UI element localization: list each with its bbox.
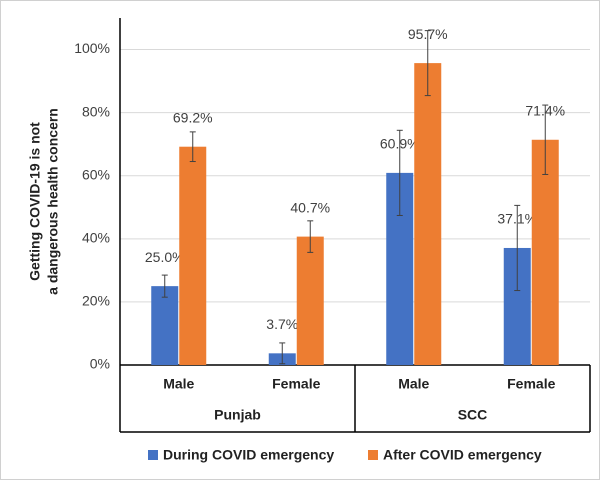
y-axis-label: a dangerous health concern	[45, 108, 61, 295]
data-label: 25.0%	[145, 249, 185, 265]
y-axis-label: Getting COVID-19 is not	[27, 122, 43, 281]
x-tick-label: Male	[398, 376, 429, 392]
data-label: 95.7%	[408, 26, 448, 42]
data-label: 71.4%	[525, 102, 565, 118]
bar	[531, 139, 559, 365]
y-tick-label: 40%	[82, 230, 110, 246]
legend-label: During COVID emergency	[163, 447, 334, 463]
legend-swatch	[148, 450, 158, 460]
x-tick-label: Male	[163, 376, 194, 392]
bar	[151, 286, 179, 365]
data-label: 3.7%	[266, 316, 298, 332]
legend-swatch	[368, 450, 378, 460]
x-tick-label: Female	[272, 376, 320, 392]
bar	[179, 146, 207, 365]
bar	[414, 63, 442, 366]
data-label: 69.2%	[173, 109, 213, 125]
y-tick-label: 100%	[74, 40, 110, 56]
data-label: 40.7%	[290, 199, 330, 215]
legend-label: After COVID emergency	[383, 447, 542, 463]
group-label: Punjab	[214, 407, 261, 423]
group-label: SCC	[458, 407, 488, 423]
y-tick-label: 60%	[82, 166, 110, 182]
data-label: 60.9%	[380, 136, 420, 152]
y-tick-label: 0%	[90, 356, 110, 372]
y-tick-label: 80%	[82, 103, 110, 119]
y-tick-label: 20%	[82, 293, 110, 309]
data-label: 37.1%	[497, 211, 537, 227]
bar	[296, 236, 324, 365]
x-tick-label: Female	[507, 376, 555, 392]
